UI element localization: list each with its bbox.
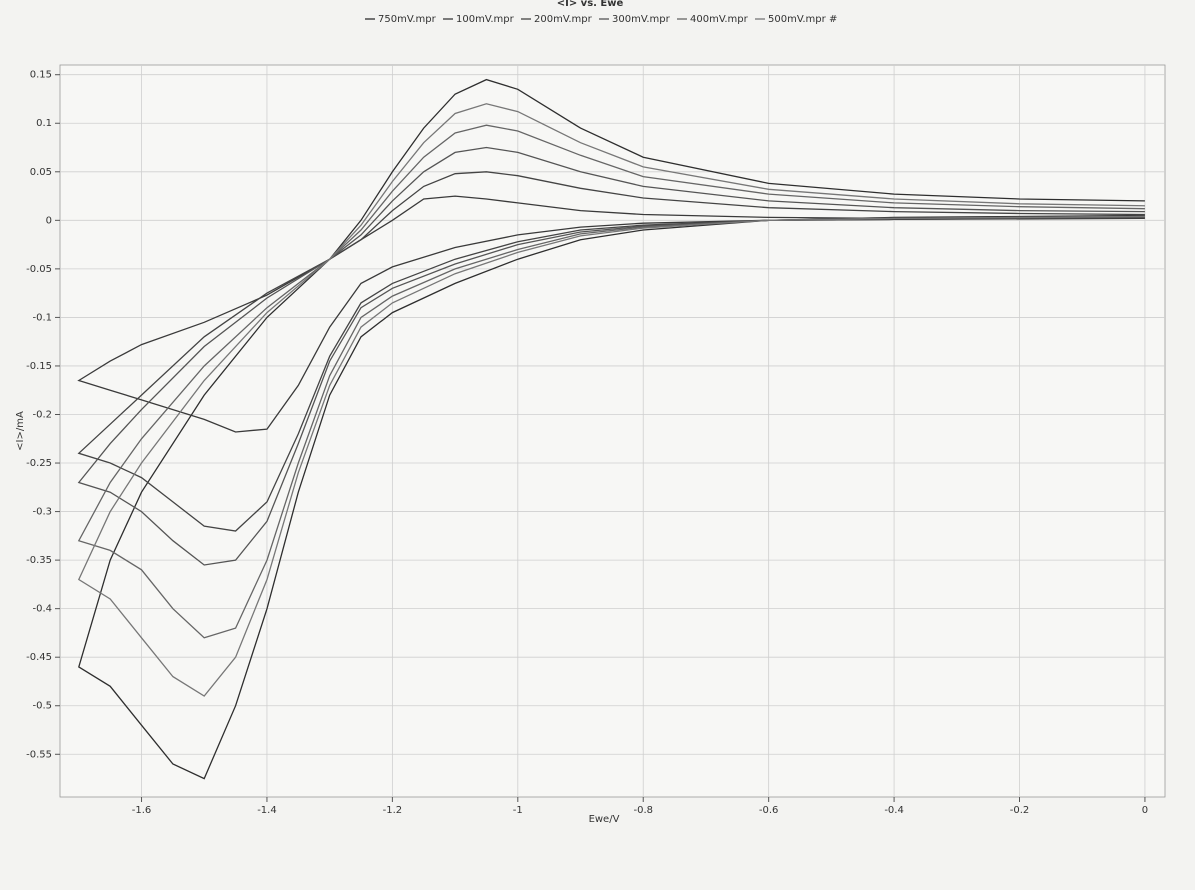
chart-title: <I> vs. Ewe (557, 0, 624, 9)
legend-label: 400mV.mpr (690, 14, 749, 25)
y-tick-label: -0.5 (32, 701, 52, 712)
legend-label: 750mV.mpr (378, 14, 437, 25)
y-tick-label: -0.4 (32, 604, 52, 615)
y-tick-label: -0.3 (32, 507, 52, 518)
legend-label: 300mV.mpr (612, 14, 671, 25)
y-tick-label: -0.25 (26, 458, 52, 469)
y-tick-label: -0.1 (32, 312, 52, 323)
y-tick-label: -0.55 (26, 749, 52, 760)
x-tick-label: -1.6 (132, 805, 152, 816)
x-tick-label: -1.4 (257, 805, 277, 816)
y-tick-label: 0 (46, 215, 52, 226)
legend-label: 200mV.mpr (534, 14, 593, 25)
y-tick-label: 0.05 (30, 167, 52, 178)
y-tick-label: -0.05 (26, 264, 52, 275)
plot-area (59, 64, 1166, 798)
x-axis-label: Ewe/V (589, 814, 620, 825)
series-line (77, 124, 1145, 639)
x-tick-label: -0.8 (633, 805, 653, 816)
series-line (77, 195, 1145, 433)
y-tick-label: -0.35 (26, 555, 52, 566)
y-axis-label: <I>/mA (15, 411, 26, 451)
series-line (77, 146, 1145, 566)
y-tick-label: 0.15 (30, 70, 52, 81)
y-tick-label: -0.15 (26, 361, 52, 372)
series-line (78, 78, 1145, 780)
legend-label: 100mV.mpr (456, 14, 515, 25)
series-line (77, 171, 1145, 532)
legend-label: 500mV.mpr # (768, 14, 837, 25)
series-line (77, 103, 1145, 697)
x-tick-label: -0.4 (884, 805, 904, 816)
y-tick-label: -0.45 (26, 652, 52, 663)
x-tick-label: -0.2 (1010, 805, 1030, 816)
y-tick-label: 0.1 (36, 118, 52, 129)
y-tick-label: -0.2 (32, 409, 52, 420)
x-tick-label: 0 (1142, 805, 1148, 816)
x-tick-label: -1.2 (383, 805, 403, 816)
x-tick-label: -1 (513, 805, 523, 816)
x-tick-label: -0.6 (759, 805, 779, 816)
